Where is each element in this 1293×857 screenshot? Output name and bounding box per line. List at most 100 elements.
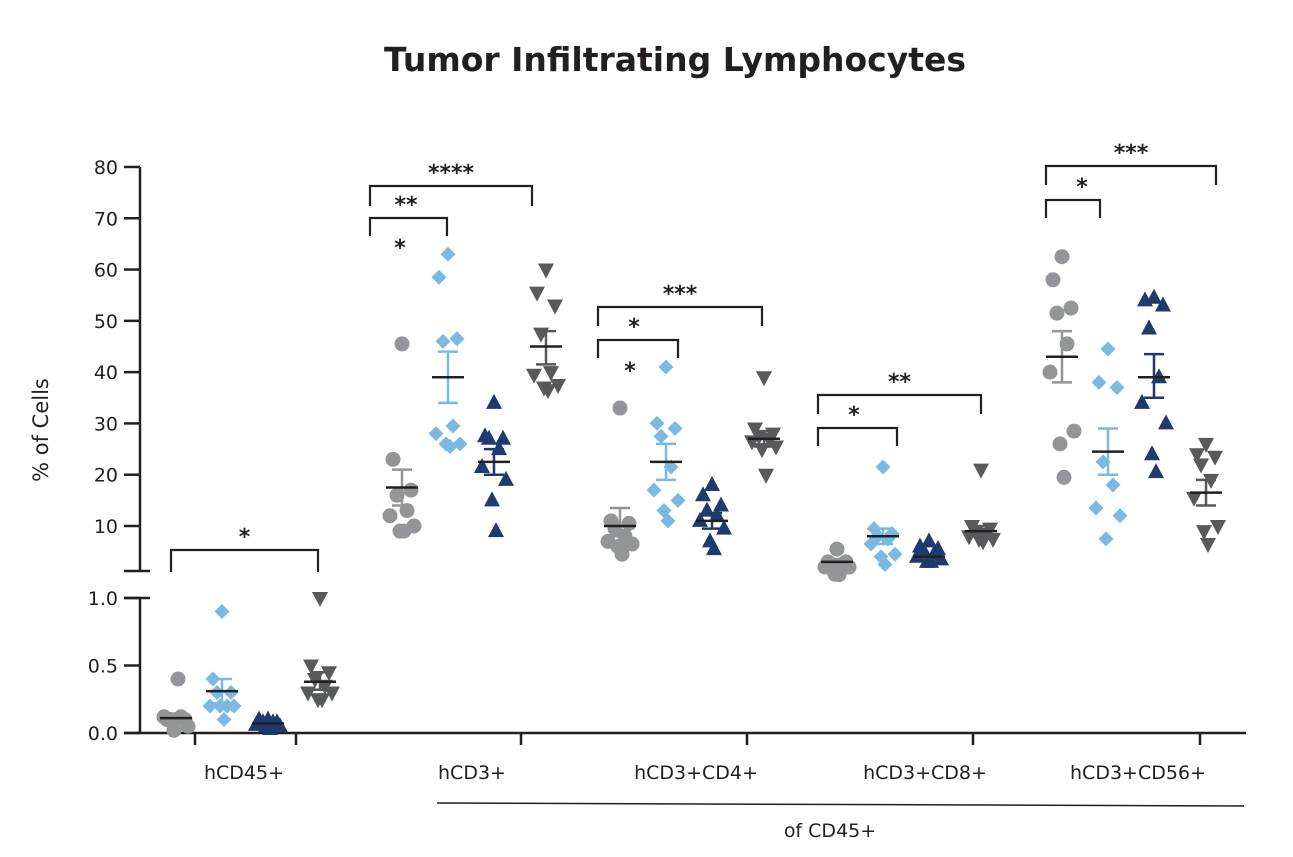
bracket (1044, 164, 1218, 185)
triangle-down-marker (1207, 450, 1223, 466)
diamond-marker (1112, 508, 1128, 524)
triangle-up-marker (498, 470, 514, 486)
diamond-marker (435, 333, 451, 349)
triangle-up-marker (262, 719, 278, 735)
diamond-marker (442, 439, 458, 455)
circle-marker (1054, 249, 1070, 265)
diamond-marker (646, 482, 662, 498)
bracket (816, 393, 983, 414)
triangle-up-marker (1146, 288, 1162, 304)
significance-brackets: ******************** (169, 141, 1218, 572)
significance-label: * (1076, 175, 1088, 200)
bracket (1044, 198, 1102, 218)
circle-marker (403, 482, 419, 498)
triangle-down-marker (1193, 458, 1209, 474)
triangle-up-marker (1158, 414, 1174, 430)
y-tick-label: 0.5 (88, 656, 118, 678)
triangle-up-marker (1134, 393, 1150, 409)
triangle-down-marker (529, 286, 545, 302)
triangle-up-marker (713, 496, 729, 512)
diamond-marker (431, 269, 447, 285)
circle-marker (166, 722, 182, 738)
group-span-label: of CD45+ (784, 820, 876, 842)
triangle-down-marker (1186, 491, 1202, 507)
triangle-up-marker (692, 511, 708, 527)
x-tick-label-hCD45+: hCD45+ (204, 762, 284, 784)
triangle-down-marker (550, 378, 566, 394)
diamond-marker (428, 426, 444, 442)
significance-star: * (624, 359, 636, 384)
circle-marker (180, 718, 196, 734)
triangle-down-marker (1196, 525, 1212, 541)
circle-marker (1063, 300, 1079, 316)
triangle-down-marker (973, 463, 989, 479)
triangle-down-marker (314, 693, 330, 709)
diamond-marker (440, 246, 456, 262)
triangle-down-marker (538, 263, 554, 279)
diamond-marker (875, 459, 891, 475)
circle-marker (621, 515, 637, 531)
circle-marker (829, 541, 845, 557)
data-points (156, 246, 1226, 738)
bracket (368, 184, 534, 206)
diamond-marker (877, 556, 893, 572)
triangle-up-marker (704, 475, 720, 491)
triangle-up-marker (921, 532, 937, 548)
triangle-up-marker (484, 491, 500, 507)
y-tick-label: 10 (94, 516, 118, 538)
diamond-marker (1088, 500, 1104, 516)
triangle-down-marker (543, 366, 559, 382)
diamond-marker (445, 418, 461, 434)
group-span-line (436, 802, 1245, 807)
y-tick-label: 40 (94, 362, 118, 384)
y-axis-label: % of Cells (29, 378, 53, 482)
triangle-up-marker (481, 429, 497, 445)
diamond-marker (214, 604, 230, 619)
bracket (596, 338, 680, 358)
triangle-down-marker (312, 592, 328, 607)
diamond-marker (887, 546, 903, 562)
bracket (368, 216, 449, 236)
circle-marker (1049, 305, 1065, 321)
y-tick-label: 0.0 (88, 723, 118, 745)
circle-marker (1045, 272, 1061, 288)
axes: 10 20 30 40 50 60 70 80 0.0 0.5 1.0 (88, 157, 1246, 745)
triangle-up-marker (474, 458, 490, 474)
triangle-down-marker (526, 368, 542, 384)
triangle-down-marker (321, 666, 337, 682)
diamond-marker (653, 428, 669, 444)
diamond-marker (1100, 341, 1116, 357)
diamond-marker (223, 685, 239, 700)
circle-marker (399, 503, 415, 519)
diamond-marker (1098, 531, 1114, 547)
triangle-down-marker (1210, 520, 1226, 535)
triangle-down-marker (1203, 473, 1219, 489)
circle-marker (614, 546, 630, 562)
bracket (816, 426, 899, 446)
triangle-down-marker (758, 468, 774, 484)
triangle-down-marker (1198, 437, 1214, 453)
significance-label: * (239, 525, 251, 550)
y-tick-label: 70 (94, 208, 118, 230)
diamond-marker (660, 513, 676, 529)
triangle-down-marker (756, 371, 772, 387)
significance-label: ** (394, 193, 418, 218)
circle-marker (1056, 469, 1072, 485)
x-tick-label-hCD3+CD56+: hCD3+CD56+ (1070, 762, 1206, 784)
x-tick-label-hCD3+: hCD3+ (438, 762, 506, 784)
bracket (169, 548, 320, 572)
diamond-marker (667, 421, 683, 437)
circle-marker (396, 523, 412, 539)
triangle-up-marker (1141, 319, 1157, 335)
triangle-down-marker (547, 299, 563, 315)
y-tick-label: 50 (94, 311, 118, 333)
triangle-up-marker (488, 522, 504, 538)
triangle-up-marker (695, 486, 711, 502)
diamond-marker (670, 492, 686, 508)
y-tick-label: 20 (94, 465, 118, 487)
y-tick-label: 80 (94, 157, 118, 179)
mean-sem-bars (160, 329, 1222, 727)
circle-marker (170, 671, 186, 687)
triangle-up-marker (706, 540, 722, 556)
